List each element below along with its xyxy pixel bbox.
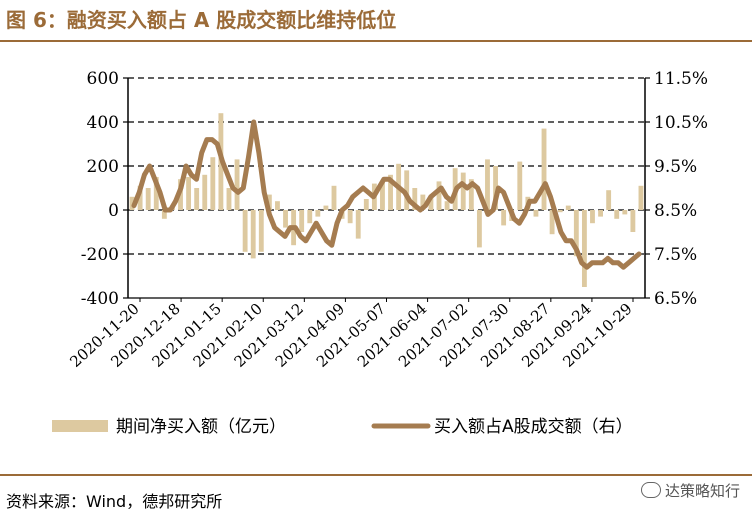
bar [137,185,143,210]
source-note: 资料来源：Wind，德邦研究所 [6,492,223,511]
bar [468,179,474,210]
bar [517,161,523,210]
bar [153,177,159,210]
bar [622,210,628,215]
y-left-ticks: 600 400 200 0 -200 -400 [81,69,128,309]
legend: 期间净买入额（亿元） 买入额占A股成交额（右） [52,417,633,437]
watermark: 达策略知行 [640,480,740,501]
watermark-text: 达策略知行 [664,482,740,500]
bar [210,157,216,210]
y-right-tick-label: 6.5% [654,289,697,309]
bar [549,210,555,235]
bar [630,210,636,232]
bar [194,188,200,210]
bar [323,205,329,210]
bar [315,210,321,217]
bar [299,210,305,232]
bar [573,210,579,257]
grid-lines [128,77,645,255]
bar [614,210,620,219]
legend-bar-swatch [52,420,108,432]
bar [638,185,644,210]
bar [258,210,264,252]
bar [202,174,208,210]
y-left-tick-label: -400 [81,289,119,309]
y-right-ticks: 11.5% 10.5% 9.5% 8.5% 7.5% 6.5% [645,69,708,309]
bar [476,210,482,248]
x-ticks: 2020-11-202020-12-182021-01-152021-02-10… [66,298,636,371]
bar [541,128,547,210]
bar [234,159,240,210]
y-left-tick-label: 200 [87,157,119,177]
bar [226,188,232,210]
series-line [131,119,642,270]
bar [145,188,151,210]
bar [565,205,571,210]
bar [331,185,337,210]
bar [347,210,353,224]
bar [493,166,498,210]
bar [590,210,595,224]
y-right-tick-label: 7.5% [654,245,697,265]
bar [380,181,385,210]
bar [501,210,507,226]
bar [242,210,248,252]
chart: 600 400 200 0 -200 -400 11.5% 10.5% 9.5% 8.5% 7.5… [52,69,708,437]
bar [186,177,192,210]
bar [485,159,490,210]
top-rule [0,40,752,42]
bar [363,199,369,210]
legend-bar-label: 期间净买入额（亿元） [116,417,286,437]
legend-line-label: 买入额占A股成交额（右） [434,417,633,437]
line-series [131,119,642,270]
bar [161,210,167,219]
y-right-tick-label: 11.5% [654,69,708,89]
bar [404,170,410,210]
y-right-tick-label: 10.5% [654,113,708,133]
bar [129,196,135,210]
chart-title: 图 6：融资买入额占 A 股成交额比维持低位 [6,8,397,32]
bar [275,201,280,210]
bar [250,210,256,259]
bar [420,194,426,210]
y-left-tick-label: 600 [87,69,119,89]
bar [606,190,612,210]
bar [444,201,450,210]
bar [460,172,466,210]
bar [355,210,361,239]
bar [557,210,563,213]
bar [283,210,288,228]
wechat-icon [640,482,661,498]
y-right-tick-label: 8.5% [654,201,697,221]
bar [598,210,603,217]
bar [581,210,587,287]
bar [412,188,418,210]
bottom-rule [0,474,752,476]
bar [428,196,434,210]
bar [533,210,539,217]
bar [436,181,442,210]
y-left-tick-label: 400 [87,113,119,133]
bar [388,174,393,210]
bar [266,194,272,210]
y-left-tick-label: 0 [108,201,119,221]
y-right-tick-label: 9.5% [654,157,697,177]
y-left-tick-label: -200 [81,245,119,265]
bar [307,210,313,224]
